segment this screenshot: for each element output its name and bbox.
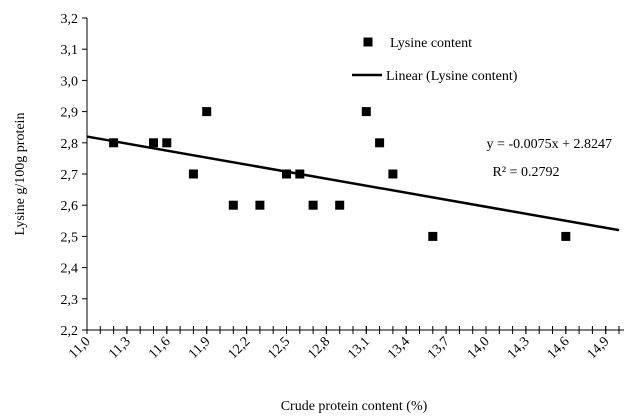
y-tick-label: 3,2 — [61, 12, 79, 27]
y-tick-label: 2,4 — [61, 262, 79, 277]
legend-label: Lysine content — [390, 36, 472, 51]
data-point — [335, 200, 345, 210]
x-axis-label: Crude protein content (%) — [281, 399, 428, 414]
data-point — [109, 138, 119, 148]
x-tick-label: 14,6 — [545, 334, 573, 362]
data-point — [375, 138, 385, 148]
data-point — [162, 138, 172, 148]
x-tick-label: 11,3 — [106, 334, 134, 362]
y-tick-label: 2,2 — [61, 324, 79, 339]
legend-marker — [363, 37, 373, 47]
legend-label: Linear (Lysine content) — [386, 69, 518, 84]
x-tick-label: 14,3 — [505, 334, 533, 362]
x-tick-label: 13,1 — [345, 334, 373, 362]
x-tick-label: 12,8 — [305, 334, 333, 362]
x-tick-label: 11,9 — [186, 334, 214, 362]
x-tick-label: 12,2 — [225, 334, 253, 362]
x-tick-label: 12,5 — [265, 334, 293, 362]
r-squared: R² = 0.2792 — [493, 165, 560, 180]
data-point — [228, 200, 238, 210]
y-tick-label: 2,6 — [61, 199, 79, 214]
x-tick-label: 14,9 — [585, 334, 613, 362]
y-tick-label: 2,8 — [61, 137, 79, 152]
trend-equation: y = -0.0075x + 2.8247 — [487, 137, 612, 152]
data-point — [188, 169, 198, 179]
data-point — [255, 200, 265, 210]
data-point — [308, 200, 318, 210]
x-tick-label: 14,0 — [465, 334, 493, 362]
x-tick-label: 13,4 — [385, 334, 413, 362]
data-point — [561, 231, 571, 241]
y-tick-label: 2,7 — [61, 168, 79, 183]
y-tick-label: 2,9 — [61, 106, 79, 121]
data-point — [428, 231, 438, 241]
y-tick-label: 3,1 — [61, 43, 79, 58]
data-point — [202, 107, 212, 117]
y-axis-label: Lysine g/100g protein — [13, 113, 28, 236]
data-point — [361, 107, 371, 117]
x-tick-label: 13,7 — [425, 334, 453, 362]
y-tick-label: 2,5 — [61, 230, 79, 245]
y-tick-label: 2,3 — [61, 293, 79, 308]
x-tick-label: 11,6 — [146, 334, 174, 362]
data-point — [282, 169, 291, 179]
trend-line — [86, 135, 620, 232]
data-point — [149, 138, 158, 148]
data-point — [388, 169, 398, 179]
y-tick-label: 3,0 — [61, 74, 79, 89]
